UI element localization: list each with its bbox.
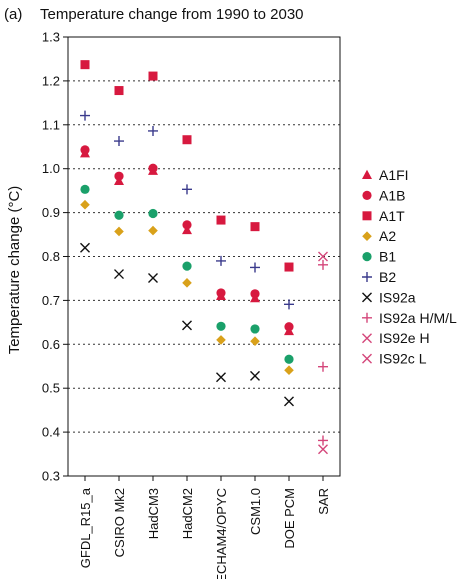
point-a1b (114, 171, 124, 181)
data-points (80, 60, 328, 455)
legend-label: B1 (379, 249, 396, 265)
point-b1 (114, 210, 124, 220)
point-a1t (80, 60, 90, 70)
point-b2 (114, 136, 124, 147)
point-is92a (80, 242, 90, 253)
x-axis: GFDL_R15_a CSIRO Mk2 HadCM3 HadCM2 ECHAM4/OP… (78, 476, 331, 579)
point-a1t (216, 215, 226, 225)
point-is92a-h-m-l (318, 435, 328, 446)
y-tick-label: 0.6 (42, 337, 60, 352)
point-b1 (250, 324, 260, 334)
y-axis: 0.3 0.4 0.5 0.6 0.7 0.8 0.9 1.0 1.1 1.2 1.3 (42, 30, 68, 484)
legend-marker (362, 272, 372, 282)
x-tick-label: GFDL_R15_a (78, 487, 93, 568)
point-is92a-h-m-l (318, 259, 328, 270)
legend-marker (362, 353, 372, 364)
x-tick-label: CSM1.0 (248, 488, 263, 535)
legend-marker (362, 312, 372, 323)
point-is92a (148, 273, 158, 284)
point-b2 (250, 262, 260, 273)
y-tick-label: 1.3 (42, 30, 60, 45)
point-is92a (216, 372, 226, 383)
legend-label: IS92c L (379, 351, 427, 367)
legend: A1FI A1B A1T A2 B1 B2 IS92a IS92a H/M/L IS92e H I… (362, 167, 457, 367)
y-tick-label: 0.8 (42, 249, 60, 264)
chart-title: Temperature change from 1990 to 2030 (40, 6, 304, 23)
point-a2 (284, 365, 294, 376)
x-tick-label: ECHAM4/OPYC (214, 488, 229, 579)
legend-label: IS92a H/M/L (379, 310, 457, 326)
point-is92a (114, 269, 124, 280)
point-a1b (148, 163, 158, 173)
x-tick-label: HadCM3 (146, 488, 161, 539)
legend-marker (362, 231, 372, 241)
point-is92a (182, 320, 192, 331)
point-a1b (284, 322, 294, 332)
y-tick-label: 1.0 (42, 161, 60, 176)
point-b2 (216, 255, 226, 266)
point-a2 (216, 335, 226, 345)
point-a1b (250, 289, 260, 299)
x-tick-label: CSIRO Mk2 (112, 488, 127, 557)
legend-marker (362, 169, 372, 179)
legend-label: B2 (379, 269, 396, 285)
legend-marker (362, 211, 372, 221)
point-a1t (148, 71, 158, 81)
point-a2 (114, 226, 124, 237)
y-tick-label: 0.9 (42, 205, 60, 220)
point-a1b (80, 145, 90, 155)
point-a1b (182, 220, 192, 230)
point-a2 (182, 278, 192, 288)
point-a1b (216, 288, 226, 298)
legend-label: A1T (379, 208, 405, 224)
y-tick-label: 0.3 (42, 469, 60, 484)
y-tick-label: 0.5 (42, 381, 60, 396)
point-b1 (284, 354, 294, 364)
point-a2 (80, 199, 90, 210)
point-a1t (182, 135, 192, 145)
y-tick-label: 0.7 (42, 293, 60, 308)
legend-label: A2 (379, 228, 396, 244)
point-b2 (80, 110, 90, 121)
point-is92c-l (318, 444, 328, 455)
y-tick-label: 1.2 (42, 73, 60, 88)
legend-marker (362, 333, 372, 344)
point-is92a-h-m-l (318, 361, 328, 372)
legend-label: A1FI (379, 167, 409, 183)
point-a2 (148, 225, 158, 236)
point-a1t (250, 222, 260, 232)
y-tick-label: 1.1 (42, 117, 60, 132)
point-b1 (148, 208, 158, 219)
legend-label: IS92a (379, 289, 416, 305)
panel-label: (a) (4, 6, 22, 23)
legend-marker (362, 292, 372, 303)
point-b1 (182, 261, 192, 271)
legend-marker (362, 190, 372, 200)
legend-label: A1B (379, 187, 405, 203)
legend-label: IS92e H (379, 330, 430, 346)
x-tick-label: SAR (316, 488, 331, 515)
point-b1 (80, 184, 90, 194)
point-b2 (182, 184, 192, 195)
x-tick-label: DOE PCM (282, 488, 297, 549)
point-is92e-h (318, 251, 328, 262)
y-axis-label: Temperature change (°C) (6, 186, 23, 355)
legend-marker (362, 252, 372, 262)
point-b2 (148, 125, 158, 136)
point-b2 (284, 299, 294, 310)
point-a2 (250, 336, 260, 347)
point-is92a (250, 370, 260, 381)
point-a1t (114, 86, 124, 96)
point-a1t (284, 262, 294, 272)
x-tick-label: HadCM2 (180, 488, 195, 539)
point-is92a (284, 396, 294, 407)
point-b1 (216, 321, 226, 331)
y-tick-label: 0.4 (42, 425, 60, 440)
point-a1fi (182, 224, 192, 235)
grid-lines (68, 80, 340, 433)
